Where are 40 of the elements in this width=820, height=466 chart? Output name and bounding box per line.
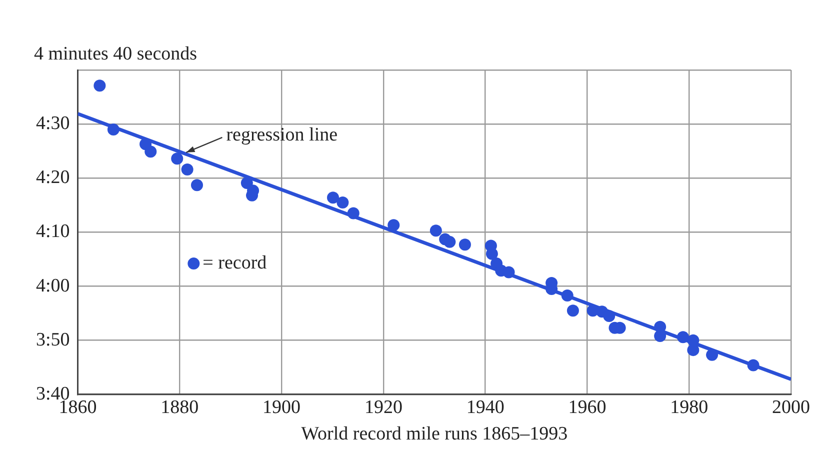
annotation: regression line [226, 124, 338, 146]
y-tick-label: 4:00 [36, 275, 70, 296]
x-tick-label: 1940 [466, 396, 504, 418]
y-axis-title: 4 minutes 40 seconds [34, 43, 198, 64]
point [458, 238, 471, 251]
point [654, 330, 666, 342]
point [502, 266, 515, 278]
point [336, 196, 349, 208]
y-tick-label: 4:20 [36, 167, 70, 188]
point [94, 80, 106, 92]
point [144, 146, 157, 158]
point [107, 123, 120, 136]
x-tick-label: 1980 [670, 396, 708, 418]
point [486, 248, 498, 260]
x-tick-label: 1920 [364, 396, 402, 418]
point [240, 177, 253, 189]
x-tick-label: 2000 [772, 396, 810, 418]
y-tick-label: 4:10 [36, 221, 70, 242]
point [566, 304, 579, 317]
point [347, 207, 360, 220]
point [430, 224, 442, 237]
point [561, 289, 574, 302]
point [181, 163, 194, 176]
point [747, 359, 760, 372]
x-tick-label: 1960 [568, 396, 606, 418]
y-tick-label: 4:30 [36, 113, 70, 134]
legend-label: = record [202, 252, 268, 274]
x-tick-label: 1900 [262, 396, 301, 418]
point [603, 310, 616, 322]
point [327, 192, 340, 204]
point [706, 348, 718, 361]
x-tick-label: 1880 [160, 396, 199, 418]
point [677, 331, 689, 344]
x-axis-title: World record mile runs 1865–1993 [301, 424, 568, 445]
point [388, 219, 400, 232]
point [190, 179, 203, 192]
point [444, 236, 456, 248]
point [687, 344, 700, 356]
point [171, 152, 184, 165]
y-tick-label: 3:50 [36, 329, 70, 350]
